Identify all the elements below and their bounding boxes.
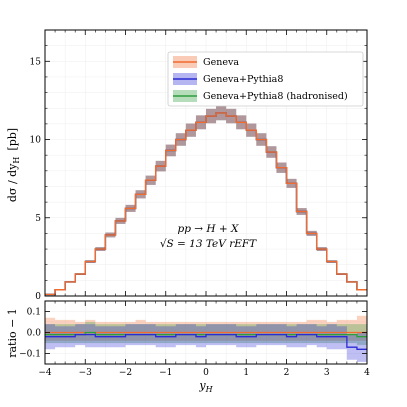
- x-tick-label: −4: [38, 368, 52, 378]
- y-axis-title-unit: [pb]: [6, 128, 19, 151]
- x-tick-label: −1: [159, 368, 172, 378]
- ratio-y-tick-label: −0.1: [19, 350, 41, 360]
- y-axis-title-subscript: H: [12, 157, 21, 164]
- legend-label: Geneva+Pythia8: [203, 74, 283, 85]
- main-y-axis-title: dσ / dyH [pb]: [6, 128, 21, 202]
- ratio-line-1: [45, 333, 367, 350]
- x-tick-label: 4: [364, 368, 370, 378]
- x-axis-title: yH: [198, 379, 213, 394]
- main-panel: 0 5 10 15 Geneva Geneva+Pythia8 Geneva+Pyth…: [6, 29, 368, 302]
- legend-entry-geneva-pythia8: Geneva+Pythia8: [173, 73, 283, 85]
- y-axis-title-main: dσ / dy: [6, 163, 19, 202]
- x-tick-label: 0: [203, 368, 209, 378]
- y-tick-label: 15: [30, 57, 42, 67]
- y-tick-label: 10: [30, 136, 42, 146]
- x-tick-label: 1: [243, 368, 249, 378]
- ratio-plot-border: [44, 300, 368, 365]
- x-tick-label: −3: [79, 368, 93, 378]
- ratio-band-2: [45, 322, 367, 346]
- ratio-y-axis-title: ratio − 1: [6, 308, 19, 358]
- ratio-y-tick-label: 0.0: [27, 329, 42, 339]
- ratio-y-tick-label: 0.1: [27, 308, 41, 318]
- legend-box: [167, 51, 364, 107]
- ratio-line-2: [45, 331, 367, 338]
- x-tick-label: −2: [119, 368, 132, 378]
- legend: Geneva Geneva+Pythia8 Geneva+Pythia8 (ha…: [167, 51, 364, 107]
- legend-entry-geneva: Geneva: [173, 56, 239, 68]
- legend-entry-geneva-pythia8-hadronised: Geneva+Pythia8 (hadronised): [173, 90, 348, 102]
- main-series-lines: [45, 112, 367, 296]
- y-tick-label: 0: [35, 292, 41, 302]
- x-axis-title-main: y: [198, 379, 206, 392]
- y-tick-label: 5: [35, 214, 41, 224]
- ratio-band-1: [45, 324, 367, 362]
- x-tick-label: 2: [284, 368, 290, 378]
- ratio-panel: −0.1 0.0 0.1 −4 −3 −2 −1 0 1 2 3 4 ratio − 1 yH: [6, 300, 370, 394]
- legend-label: Geneva: [203, 57, 239, 68]
- series-line-0: [45, 112, 367, 296]
- ratio-series-lines: [45, 331, 367, 350]
- process-annotation: pp → H + X: [177, 223, 239, 235]
- x-tick-label: 3: [324, 368, 330, 378]
- x-axis-title-subscript: H: [205, 385, 214, 394]
- main-plot-border: [44, 29, 368, 297]
- energy-annotation: √S = 13 TeV rEFT: [160, 238, 257, 250]
- legend-label: Geneva+Pythia8 (hadronised): [203, 91, 348, 102]
